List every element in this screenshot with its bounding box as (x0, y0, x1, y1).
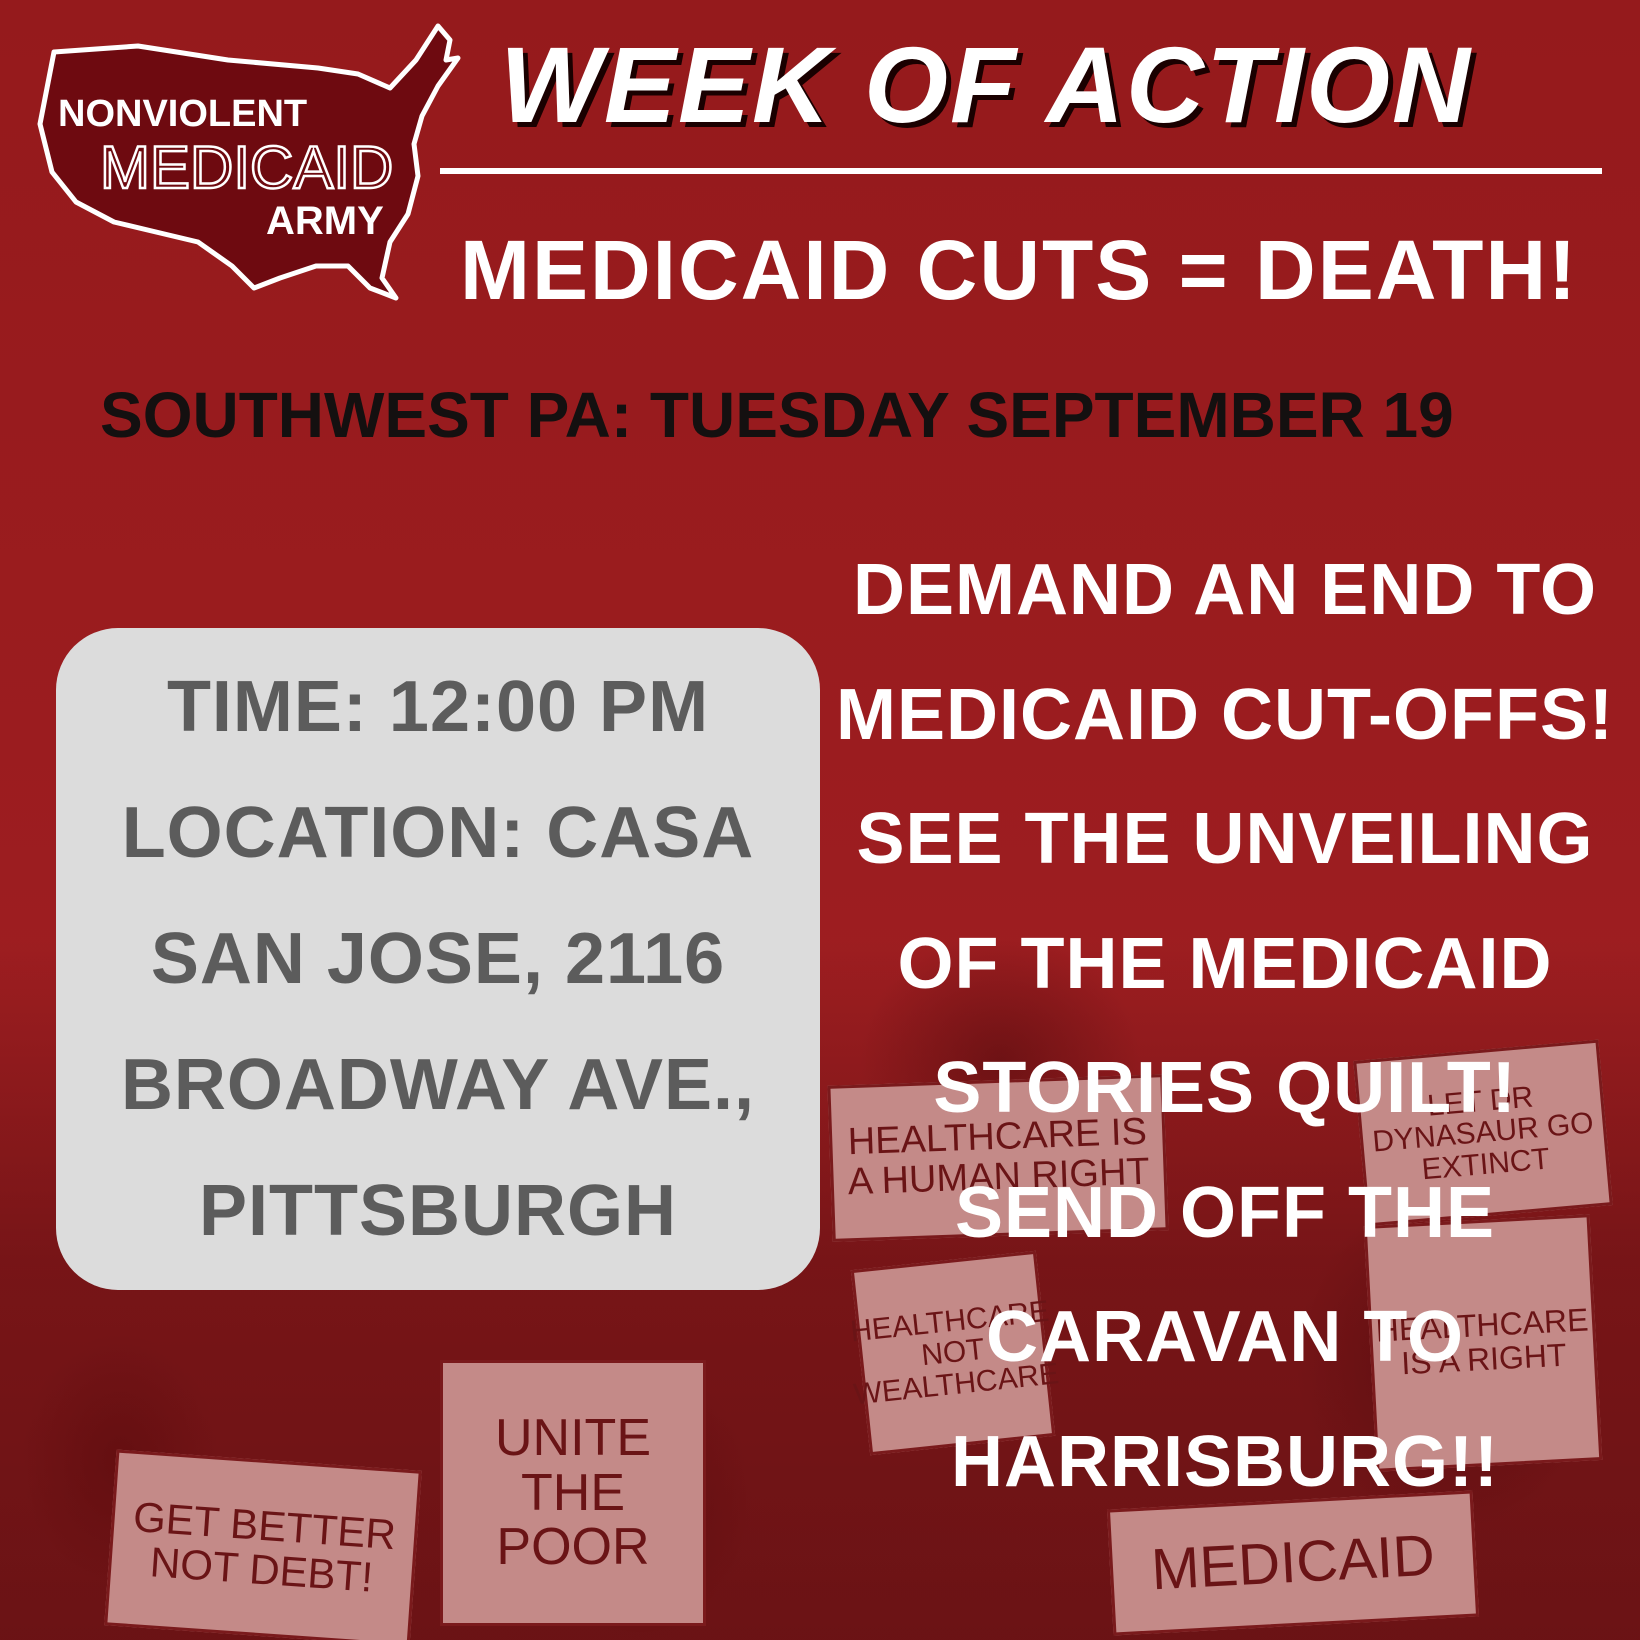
sign-unite-the-poor: UNITE THE POOR (440, 1360, 706, 1626)
event-info-box: TIME: 12:00 PM LOCATION: CASA SAN JOSE, … (56, 628, 820, 1290)
demand-line: HARRISBURG!! (951, 1421, 1499, 1502)
us-map-icon (37, 23, 461, 301)
logo-text-nonviolent: NONVIOLENT (58, 93, 307, 135)
subtitle: MEDICAID CUTS = DEATH! (460, 223, 1579, 317)
demands-list: DEMAND AN END TO MEDICAID CUT-OFFS! SEE … (830, 528, 1620, 1524)
demand-line: MEDICAID CUT-OFFS! (836, 674, 1614, 755)
info-line-address-2: BROADWAY AVE., (120, 1045, 756, 1125)
sign-get-better: GET BETTER NOT DEBT! (104, 1449, 422, 1640)
title-divider (440, 168, 1602, 174)
nonviolent-medicaid-army-logo: NONVIOLENT MEDICAID ARMY (37, 23, 461, 301)
info-line-location: LOCATION: CASA (121, 793, 755, 873)
info-line-time: TIME: 12:00 PM (166, 667, 710, 747)
demand-line: STORIES QUILT! (933, 1048, 1517, 1128)
demand-line: CARAVAN TO (986, 1297, 1464, 1377)
demand-line: DEMAND AN END TO (852, 550, 1597, 630)
demand-line: SEND OFF THE (954, 1172, 1495, 1253)
demand-line: SEE THE UNVEILING (856, 799, 1594, 879)
page-title: WEEK OF ACTION (500, 24, 1472, 145)
info-line-address-1: SAN JOSE, 2116 (150, 919, 726, 999)
logo-text-medicaid: MEDICAID (100, 134, 393, 201)
logo-text-army: ARMY (266, 199, 384, 243)
event-date-line: SOUTHWEST PA: TUESDAY SEPTEMBER 19 (100, 379, 1454, 451)
info-line-city: PITTSBURGH (199, 1171, 677, 1251)
demand-line: OF THE MEDICAID (897, 923, 1553, 1004)
